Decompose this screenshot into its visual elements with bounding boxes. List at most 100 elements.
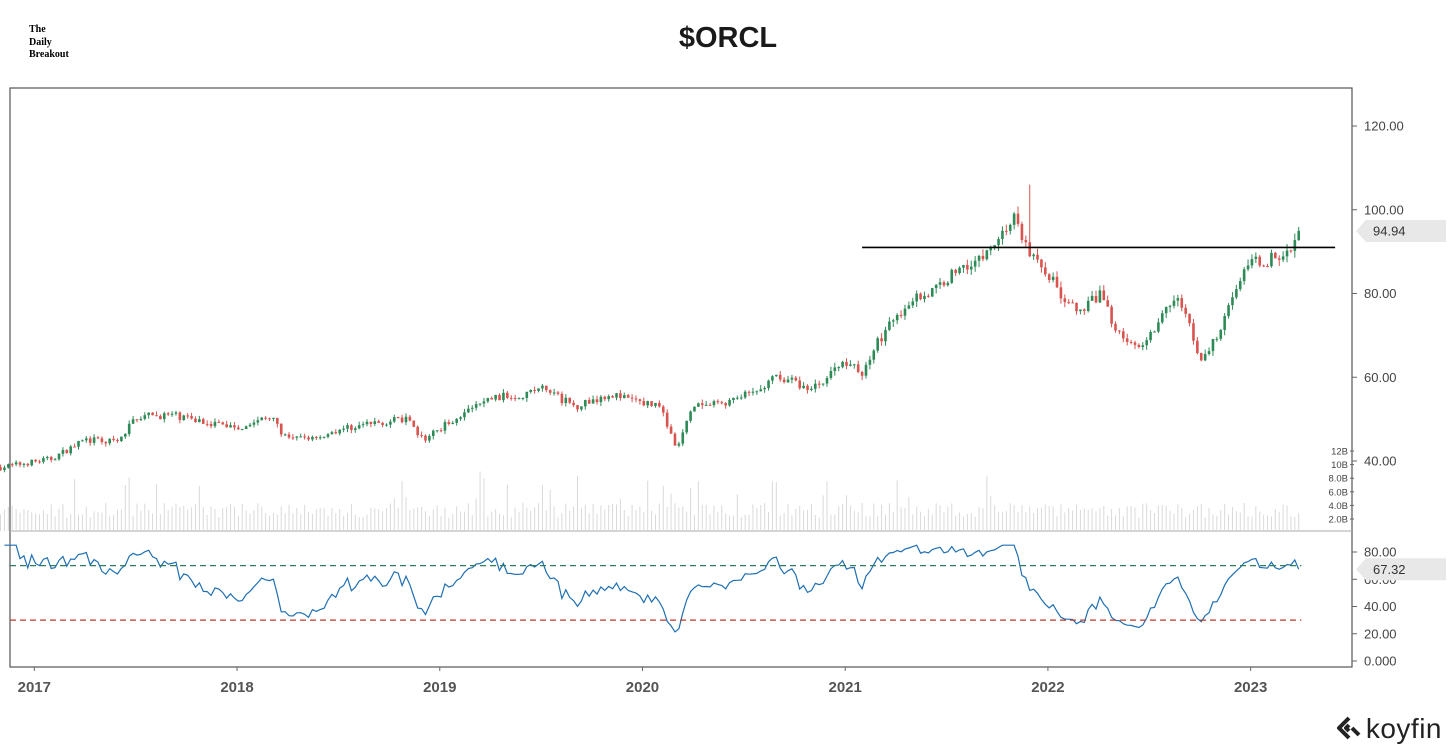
candle-body — [123, 433, 127, 437]
candle-body — [1098, 290, 1102, 303]
candle-body — [334, 432, 338, 434]
candle-body — [1235, 289, 1238, 298]
candle-body — [1106, 300, 1109, 307]
candle-body — [1063, 298, 1067, 303]
candle-body — [346, 425, 349, 429]
candle-body — [876, 338, 879, 351]
candle-body — [833, 367, 837, 372]
candle-body — [112, 438, 115, 441]
candle-body — [467, 408, 470, 413]
candle-body — [790, 377, 794, 380]
candle-body — [1277, 258, 1281, 260]
koyfin-wordmark: koyfin — [1365, 713, 1442, 744]
candle-body — [973, 260, 977, 267]
candle-body — [1211, 339, 1215, 352]
candle-body — [217, 421, 221, 423]
candle-body — [470, 407, 474, 409]
candle-body — [856, 364, 860, 372]
candle-body — [287, 434, 291, 438]
candle-body — [814, 383, 817, 389]
candle-body — [1215, 338, 1219, 340]
candle-body — [930, 288, 934, 297]
candle-body — [252, 422, 256, 425]
candle-body — [919, 293, 922, 300]
candle-body — [170, 413, 174, 415]
candle-body — [568, 397, 572, 403]
candle-body — [989, 247, 993, 251]
candle-body — [190, 416, 193, 419]
candle-body — [716, 401, 720, 403]
candle-body — [521, 397, 525, 399]
candle-body — [276, 417, 279, 424]
candle-body — [587, 399, 591, 404]
volume-axis-label: 12B — [1331, 447, 1348, 458]
candle-body — [459, 417, 462, 419]
candle-body — [155, 415, 158, 417]
rsi-line — [4, 544, 1300, 633]
candle-body — [365, 421, 369, 425]
candle-body — [1231, 297, 1234, 306]
candle-body — [1270, 252, 1273, 267]
chart-title: $ORCL — [678, 22, 778, 54]
candle-body — [1157, 322, 1160, 332]
candle-body — [751, 391, 755, 393]
candle-body — [225, 424, 228, 428]
candle-body — [903, 308, 907, 316]
candle-body — [26, 463, 30, 466]
candle-body — [1020, 223, 1024, 240]
x-axis-year-label: 2019 — [423, 679, 456, 696]
candle-body — [923, 295, 926, 300]
candle-body — [85, 438, 88, 441]
candle-body — [693, 406, 696, 412]
candle-body — [907, 305, 911, 309]
candle-body — [911, 301, 915, 306]
candle-body — [1141, 345, 1145, 348]
candle-body — [1242, 269, 1246, 282]
candle-body — [463, 412, 466, 418]
candle-body — [205, 423, 209, 425]
candle-body — [373, 421, 377, 424]
candle-body — [1168, 305, 1172, 307]
candle-body — [0, 467, 2, 471]
candle-body — [435, 430, 439, 432]
candle-body — [966, 264, 969, 270]
candle-body — [3, 467, 6, 471]
candle-body — [817, 383, 821, 385]
last-rsi-tag — [1356, 558, 1446, 581]
candle-body — [603, 396, 607, 400]
candle-body — [81, 440, 84, 442]
candle-body — [626, 395, 630, 398]
candle-body — [759, 389, 763, 392]
rsi-axis-label: 20.00 — [1364, 626, 1397, 641]
candle-body — [498, 394, 501, 401]
candle-body — [591, 399, 595, 404]
candle-body — [506, 392, 509, 398]
candle-body — [1047, 274, 1051, 281]
candle-body — [353, 428, 357, 430]
candle-body — [1149, 332, 1152, 341]
candle-body — [357, 425, 361, 429]
candle-body — [630, 397, 634, 399]
candle-body — [802, 385, 805, 389]
candle-body — [798, 380, 802, 389]
chart-frame — [9, 87, 1353, 668]
candle-body — [732, 397, 735, 401]
candle-body — [1044, 267, 1047, 275]
candle-body — [962, 264, 965, 268]
candle-body — [615, 393, 618, 398]
candle-body — [303, 436, 306, 438]
candle-body — [100, 438, 104, 443]
candle-body — [272, 417, 275, 419]
candle-body — [1238, 281, 1242, 290]
candle-body — [509, 397, 513, 399]
candle-body — [985, 250, 989, 260]
candle-body — [1075, 302, 1078, 312]
candle-body — [529, 389, 533, 392]
candle-body — [576, 405, 579, 410]
candle-body — [622, 395, 626, 399]
candle-body — [264, 417, 267, 419]
candle-body — [159, 415, 162, 420]
candle-body — [1121, 331, 1125, 339]
candle-body — [162, 413, 166, 420]
